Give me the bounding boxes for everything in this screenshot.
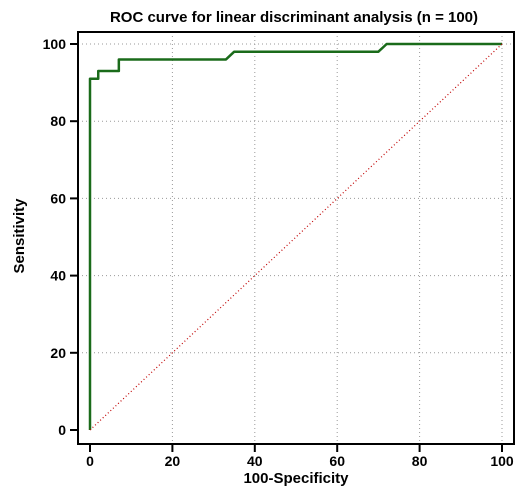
x-tick-label: 40	[247, 453, 263, 469]
chart-title: ROC curve for linear discriminant analys…	[110, 9, 478, 26]
y-tick-label: 20	[50, 345, 66, 361]
x-tick-label: 80	[412, 453, 428, 469]
y-tick-label: 80	[50, 113, 66, 129]
y-tick-label: 0	[58, 422, 66, 438]
roc-curve-line	[88, 42, 502, 430]
y-tick-label: 100	[43, 36, 67, 52]
x-axis-label: 100-Specificity	[243, 470, 349, 487]
series-layer	[88, 42, 503, 431]
y-tick-label: 60	[50, 190, 66, 206]
plot-frame	[77, 31, 515, 445]
x-tick-label: 60	[329, 453, 345, 469]
x-tick-label: 100	[490, 453, 514, 469]
x-tick-label: 20	[165, 453, 181, 469]
x-tick-label: 0	[86, 453, 94, 469]
grid	[78, 32, 514, 444]
reference-diagonal-line	[89, 43, 503, 431]
y-tick-label: 40	[50, 268, 66, 284]
tick-layer: 0 20 40 60 80 100 0 20 40 60 80 100	[43, 36, 514, 469]
y-axis-label: Sensitivity	[11, 198, 28, 274]
